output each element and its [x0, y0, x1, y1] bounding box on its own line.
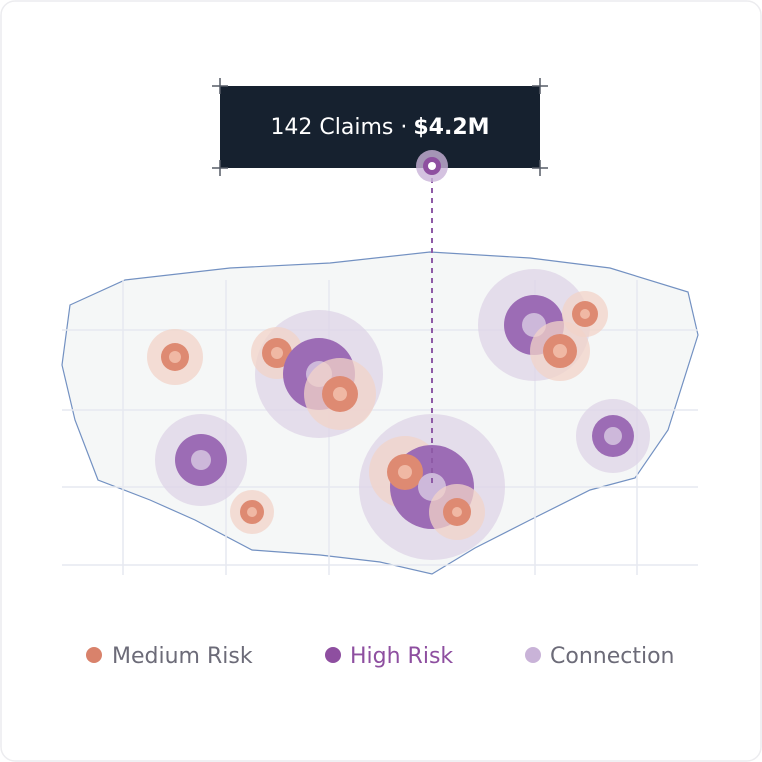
- claims-count: 142 Claims ·: [270, 115, 407, 140]
- node-core: [191, 450, 211, 470]
- tooltip: 142 Claims · $4.2M: [212, 78, 548, 182]
- legend-swatch: [86, 647, 102, 663]
- node-core: [553, 344, 567, 358]
- node-core: [247, 507, 257, 517]
- legend-label: Connection: [550, 644, 674, 669]
- tooltip-box: [220, 86, 540, 168]
- risk-nodes: [147, 269, 650, 560]
- legend-swatch: [525, 647, 541, 663]
- node-core: [333, 387, 347, 401]
- node-core: [169, 351, 181, 363]
- node-core: [604, 427, 622, 445]
- node-core: [271, 347, 283, 359]
- tooltip-text: 142 Claims · $4.2M: [270, 115, 489, 140]
- tooltip-corners: [212, 78, 548, 176]
- legend-label: Medium Risk: [112, 644, 253, 669]
- legend-swatch: [325, 647, 341, 663]
- legend: Medium Risk High Risk Connection: [86, 644, 674, 669]
- claims-amount: $4.2M: [413, 115, 489, 140]
- legend-label: High Risk: [350, 644, 453, 669]
- node-core: [398, 465, 412, 479]
- node-core: [580, 309, 590, 319]
- node-core: [452, 507, 462, 517]
- pin-center: [428, 162, 436, 170]
